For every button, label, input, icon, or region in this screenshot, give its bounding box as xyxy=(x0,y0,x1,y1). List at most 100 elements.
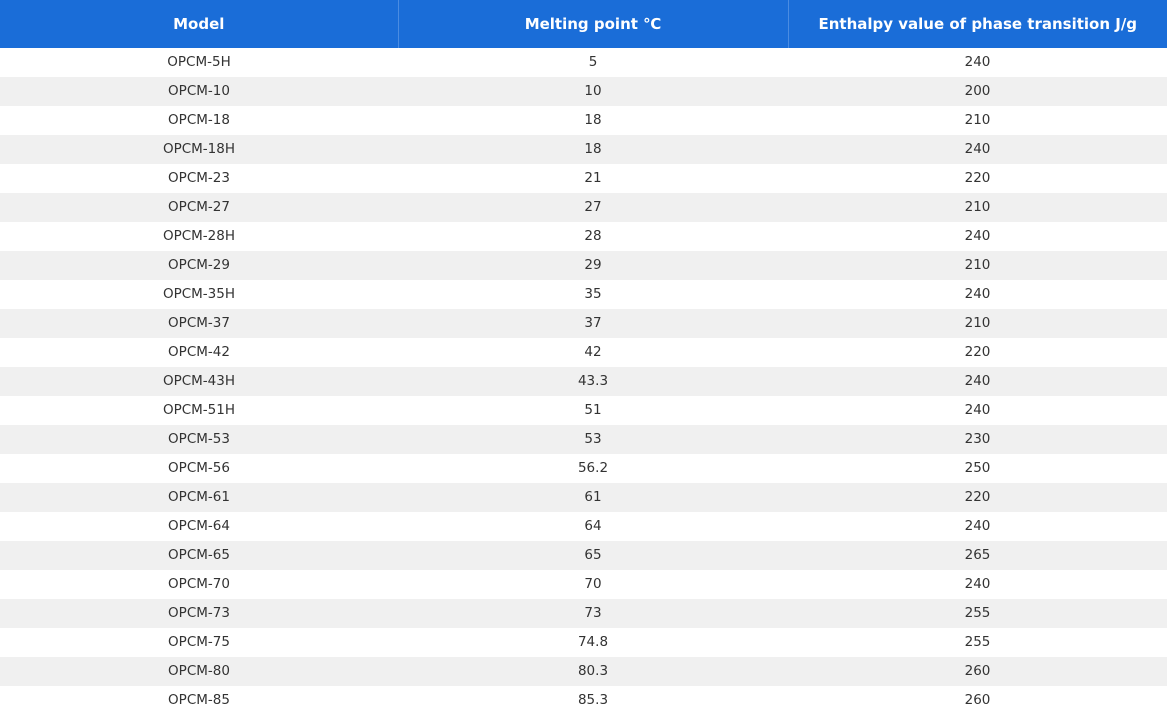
cell-model: OPCM-28H xyxy=(162,228,236,244)
cell-enthalpy: 250 xyxy=(964,460,991,476)
table-row: OPCM-42 42 220 xyxy=(0,338,1167,367)
cell-enthalpy: 220 xyxy=(964,344,991,360)
table-row: OPCM-43H 43.3 240 xyxy=(0,367,1167,396)
cell-model: OPCM-18 xyxy=(168,112,230,128)
cell-model: OPCM-75 xyxy=(168,634,230,650)
table-row: OPCM-35H 35 240 xyxy=(0,280,1167,309)
cell-melting-point: 65 xyxy=(584,547,602,563)
cell-model: OPCM-56 xyxy=(168,460,230,476)
table-row: OPCM-65 65 265 xyxy=(0,541,1167,570)
cell-melting-point: 51 xyxy=(584,402,602,418)
cell-model: OPCM-73 xyxy=(168,605,230,621)
table-row: OPCM-80 80.3 260 xyxy=(0,657,1167,686)
cell-enthalpy: 240 xyxy=(964,286,991,302)
cell-melting-point: 5 xyxy=(588,54,598,70)
cell-enthalpy: 210 xyxy=(964,315,991,331)
cell-enthalpy: 240 xyxy=(964,54,991,70)
table-row: OPCM-51H 51 240 xyxy=(0,396,1167,425)
cell-enthalpy: 260 xyxy=(964,692,991,708)
cell-model: OPCM-85 xyxy=(168,692,230,708)
cell-melting-point: 18 xyxy=(584,112,602,128)
cell-model: OPCM-51H xyxy=(162,402,236,418)
cell-melting-point: 42 xyxy=(584,344,602,360)
header-model: Model xyxy=(0,0,399,48)
table-row: OPCM-18 18 210 xyxy=(0,106,1167,135)
table-row: OPCM-53 53 230 xyxy=(0,425,1167,454)
table-row: OPCM-10 10 200 xyxy=(0,77,1167,106)
cell-enthalpy: 240 xyxy=(964,518,991,534)
cell-enthalpy: 200 xyxy=(964,83,991,99)
cell-melting-point: 43.3 xyxy=(577,373,609,389)
table-row: OPCM-70 70 240 xyxy=(0,570,1167,599)
cell-enthalpy: 240 xyxy=(964,576,991,592)
table-row: OPCM-28H 28 240 xyxy=(0,222,1167,251)
cell-model: OPCM-70 xyxy=(168,576,230,592)
cell-model: OPCM-53 xyxy=(168,431,230,447)
cell-enthalpy: 220 xyxy=(964,489,991,505)
table-row: OPCM-85 85.3 260 xyxy=(0,686,1167,715)
table-row: OPCM-56 56.2 250 xyxy=(0,454,1167,483)
table-row: OPCM-5H 5 240 xyxy=(0,48,1167,77)
cell-enthalpy: 230 xyxy=(964,431,991,447)
table-row: OPCM-61 61 220 xyxy=(0,483,1167,512)
cell-model: OPCM-65 xyxy=(168,547,230,563)
cell-model: OPCM-35H xyxy=(162,286,236,302)
cell-enthalpy: 255 xyxy=(964,634,991,650)
cell-melting-point: 27 xyxy=(584,199,602,215)
table-row: OPCM-23 21 220 xyxy=(0,164,1167,193)
table-row: OPCM-73 73 255 xyxy=(0,599,1167,628)
cell-model: OPCM-5H xyxy=(167,54,231,70)
cell-melting-point: 21 xyxy=(584,170,602,186)
table-row: OPCM-29 29 210 xyxy=(0,251,1167,280)
cell-enthalpy: 260 xyxy=(964,663,991,679)
cell-melting-point: 80.3 xyxy=(577,663,609,679)
table-header: Model Melting point ℃ Enthalpy value of … xyxy=(0,0,1167,48)
cell-model: OPCM-29 xyxy=(168,257,230,273)
cell-melting-point: 61 xyxy=(584,489,602,505)
cell-melting-point: 53 xyxy=(584,431,602,447)
cell-melting-point: 37 xyxy=(584,315,602,331)
cell-model: OPCM-43H xyxy=(162,373,236,389)
cell-model: OPCM-27 xyxy=(168,199,230,215)
cell-melting-point: 29 xyxy=(584,257,602,273)
cell-enthalpy: 265 xyxy=(964,547,991,563)
table-row: OPCM-75 74.8 255 xyxy=(0,628,1167,657)
cell-melting-point: 18 xyxy=(584,141,602,157)
header-melting-point: Melting point ℃ xyxy=(398,0,789,48)
cell-enthalpy: 240 xyxy=(964,141,991,157)
cell-melting-point: 56.2 xyxy=(577,460,609,476)
cell-model: OPCM-10 xyxy=(168,83,230,99)
cell-enthalpy: 255 xyxy=(964,605,991,621)
cell-melting-point: 64 xyxy=(584,518,602,534)
cell-melting-point: 70 xyxy=(584,576,602,592)
cell-enthalpy: 210 xyxy=(964,199,991,215)
cell-model: OPCM-61 xyxy=(168,489,230,505)
table-row: OPCM-64 64 240 xyxy=(0,512,1167,541)
header-enthalpy: Enthalpy value of phase transition J/g xyxy=(818,15,1138,33)
table-row: OPCM-37 37 210 xyxy=(0,309,1167,338)
cell-model: OPCM-64 xyxy=(168,518,230,534)
cell-model: OPCM-23 xyxy=(168,170,230,186)
table-row: OPCM-18H 18 240 xyxy=(0,135,1167,164)
cell-melting-point: 73 xyxy=(584,605,602,621)
cell-enthalpy: 220 xyxy=(964,170,991,186)
cell-melting-point: 28 xyxy=(584,228,602,244)
table-row: OPCM-27 27 210 xyxy=(0,193,1167,222)
cell-enthalpy: 240 xyxy=(964,228,991,244)
cell-enthalpy: 210 xyxy=(964,257,991,273)
cell-enthalpy: 240 xyxy=(964,402,991,418)
header-row: Model Melting point ℃ Enthalpy value of … xyxy=(0,0,1167,48)
cell-model: OPCM-37 xyxy=(168,315,230,331)
cell-model: OPCM-80 xyxy=(168,663,230,679)
cell-melting-point: 74.8 xyxy=(577,634,609,650)
cell-enthalpy: 240 xyxy=(964,373,991,389)
cell-melting-point: 85.3 xyxy=(577,692,609,708)
cell-melting-point: 35 xyxy=(584,286,602,302)
cell-melting-point: 10 xyxy=(584,83,602,99)
cell-enthalpy: 210 xyxy=(964,112,991,128)
cell-model: OPCM-18H xyxy=(162,141,236,157)
table-body: OPCM-5H 5 240 OPCM-10 10 200 OPCM-18 18 210 OPCM-… xyxy=(0,48,1167,715)
cell-model: OPCM-42 xyxy=(168,344,230,360)
